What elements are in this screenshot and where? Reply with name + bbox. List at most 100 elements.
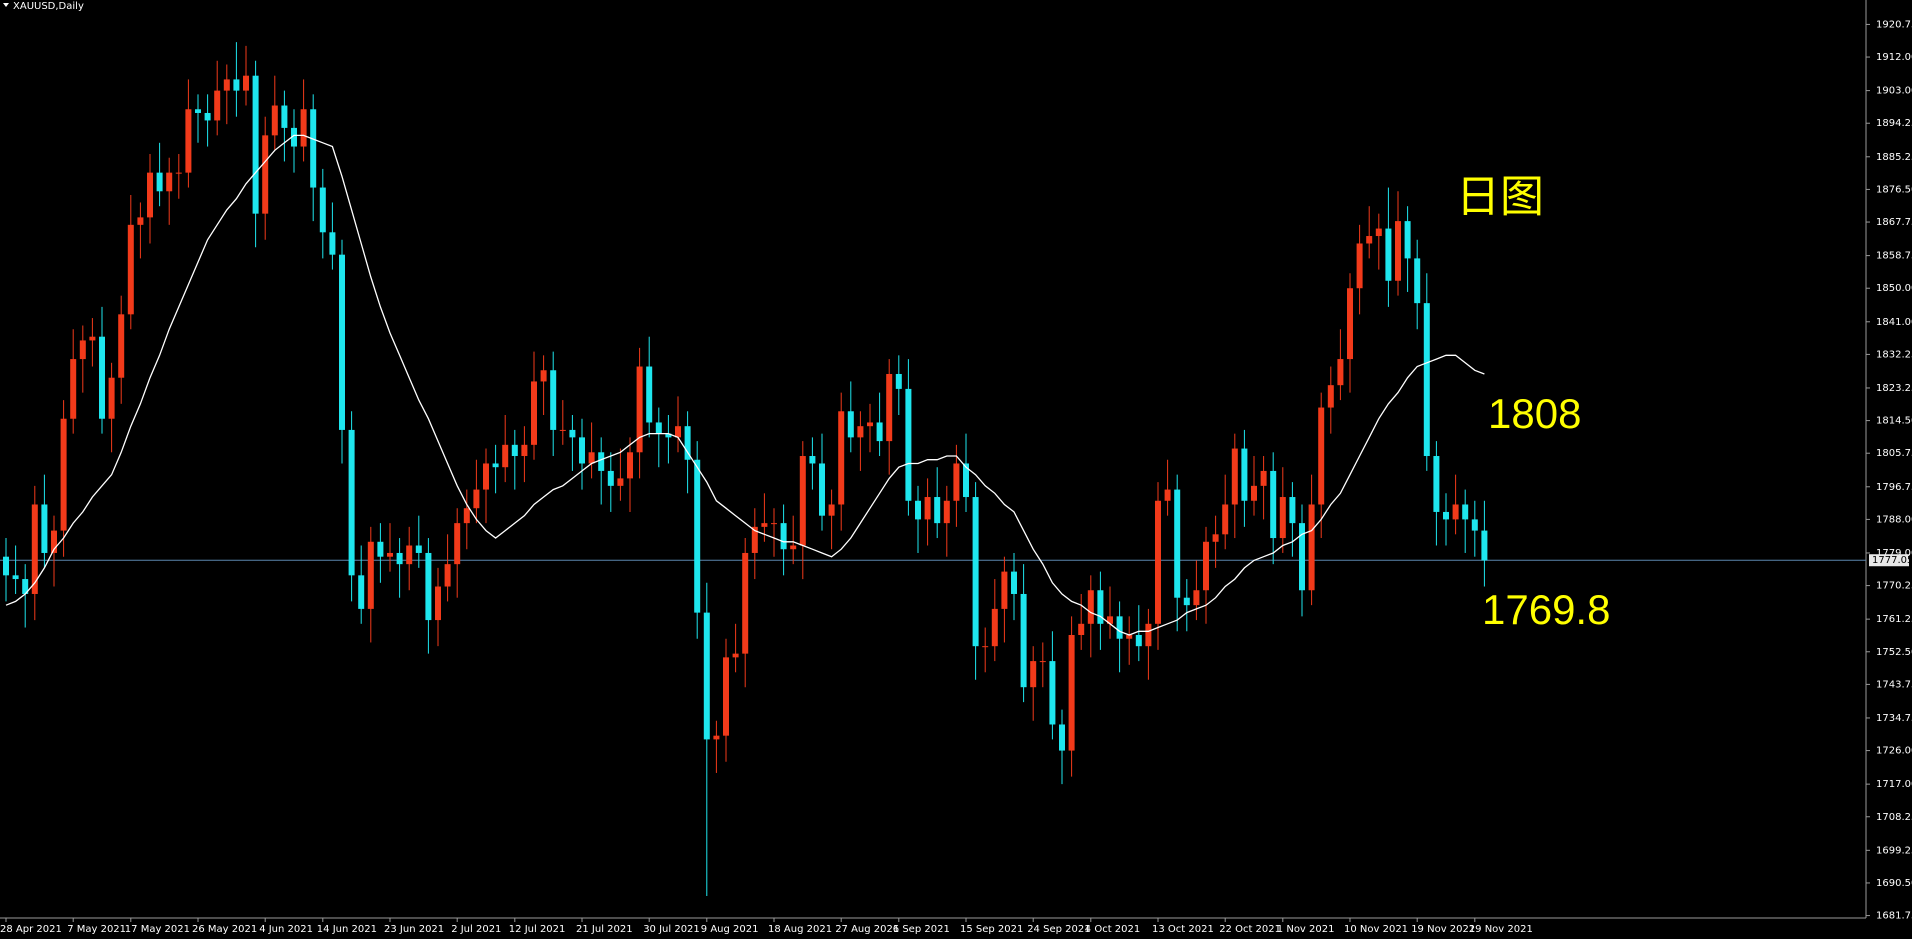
x-tick-label: 1 Nov 2021: [1277, 924, 1335, 935]
candle-body: [156, 172, 163, 192]
candle-body: [31, 504, 38, 594]
y-tick-label: 1681.75: [1876, 911, 1912, 922]
candle-body: [1241, 448, 1248, 501]
y-tick-label: 1912.00: [1876, 52, 1912, 63]
candle-body: [41, 504, 48, 553]
x-tick-label: 2 Jul 2021: [451, 924, 501, 935]
candle-body: [252, 75, 259, 214]
candle-body: [310, 109, 317, 188]
y-tick-label: 1805.75: [1876, 448, 1912, 459]
candle-body: [742, 552, 749, 654]
x-tick-label: 24 Sep 2021: [1027, 924, 1090, 935]
candle-body: [1385, 228, 1392, 281]
candle-body: [348, 429, 355, 576]
x-tick-label: 12 Jul 2021: [509, 924, 566, 935]
candle-body: [1020, 593, 1027, 688]
candle-body: [963, 463, 969, 498]
y-tick-label: 1761.25: [1876, 614, 1912, 625]
candle-body: [1231, 448, 1238, 505]
candle-body: [463, 508, 470, 524]
x-tick-label: 4 Oct 2021: [1085, 924, 1140, 935]
candle-body: [1260, 470, 1267, 486]
candle-body: [60, 418, 67, 531]
candle-body: [617, 478, 624, 486]
y-tick-label: 1752.50: [1876, 647, 1912, 658]
candle-body: [1107, 616, 1113, 624]
moving-average: [5, 134, 1485, 636]
candle-body: [1203, 541, 1209, 591]
candle-body: [319, 187, 326, 233]
candle-body: [1145, 623, 1152, 647]
candle-body: [790, 545, 797, 550]
y-tick-label: 1814.50: [1876, 416, 1912, 427]
candle-body: [137, 217, 144, 225]
candle-body: [1251, 485, 1257, 501]
candle-body: [1270, 470, 1277, 539]
candle-body: [579, 437, 585, 464]
annotation: 1808: [1488, 390, 1581, 437]
x-tick-label: 30 Jul 2021: [643, 924, 700, 935]
candle-body: [819, 463, 825, 516]
x-tick-label: 27 Aug 2021: [835, 924, 899, 935]
candle-body: [377, 541, 384, 557]
candle-body: [838, 411, 845, 505]
candle-body: [1471, 519, 1478, 531]
candle-body: [51, 530, 57, 553]
candle-body: [1337, 359, 1344, 386]
x-tick-label: 22 Oct 2021: [1219, 924, 1281, 935]
candle-body: [223, 79, 230, 91]
y-tick-label: 1903.00: [1876, 86, 1912, 97]
x-tick-label: 7 May 2021: [67, 924, 126, 935]
candle-body: [1289, 497, 1296, 524]
candle-body: [569, 429, 576, 438]
y-tick-label: 1832.25: [1876, 349, 1912, 360]
candle-body: [531, 381, 537, 445]
candle-body: [1318, 407, 1325, 505]
y-tick-label: 1885.25: [1876, 152, 1912, 163]
candle-body: [1011, 571, 1017, 594]
x-tick-label: 4 Jun 2021: [259, 924, 313, 935]
candle-body: [291, 127, 297, 147]
candle-body: [511, 444, 518, 457]
candle-body: [1078, 623, 1085, 635]
candle-body: [809, 456, 816, 464]
candle-body: [1327, 385, 1334, 408]
candle-body: [444, 564, 451, 587]
y-tick-label: 1850.00: [1876, 283, 1912, 294]
candle-body: [1087, 590, 1094, 624]
candle-body: [415, 545, 422, 553]
candle-body: [924, 497, 931, 520]
candle-body: [732, 653, 739, 658]
x-tick-label: 6 Sep 2021: [893, 924, 950, 935]
y-tick-label: 1920.75: [1876, 19, 1912, 30]
candle-body: [502, 444, 509, 468]
candle-body: [771, 523, 777, 525]
candle-body: [895, 373, 902, 389]
candle-body: [358, 575, 365, 609]
candle-body: [300, 109, 307, 147]
candle-body: [1030, 661, 1037, 688]
candle-body: [89, 336, 96, 341]
y-tick-label: 1867.75: [1876, 217, 1912, 228]
candle-body: [1222, 504, 1229, 535]
candle-body: [1126, 634, 1133, 639]
candle-body: [559, 429, 566, 431]
candle-body: [1279, 497, 1286, 539]
candle-body: [1347, 288, 1353, 360]
candle-body: [1039, 661, 1046, 663]
candle-body: [540, 370, 547, 382]
x-tick-label: 26 May 2021: [192, 924, 257, 935]
candle-body: [780, 523, 787, 550]
x-tick-label: 14 Jun 2021: [317, 924, 377, 935]
candle-body: [915, 500, 921, 520]
candle-body: [483, 463, 489, 490]
candle-body: [943, 500, 950, 524]
candle-body: [79, 340, 86, 360]
y-tick-label: 1796.75: [1876, 482, 1912, 493]
candle-body: [857, 426, 864, 438]
candle-body: [1452, 504, 1459, 520]
candle-body: [243, 75, 249, 91]
candle-body: [1174, 489, 1181, 598]
candle-body: [636, 366, 643, 453]
